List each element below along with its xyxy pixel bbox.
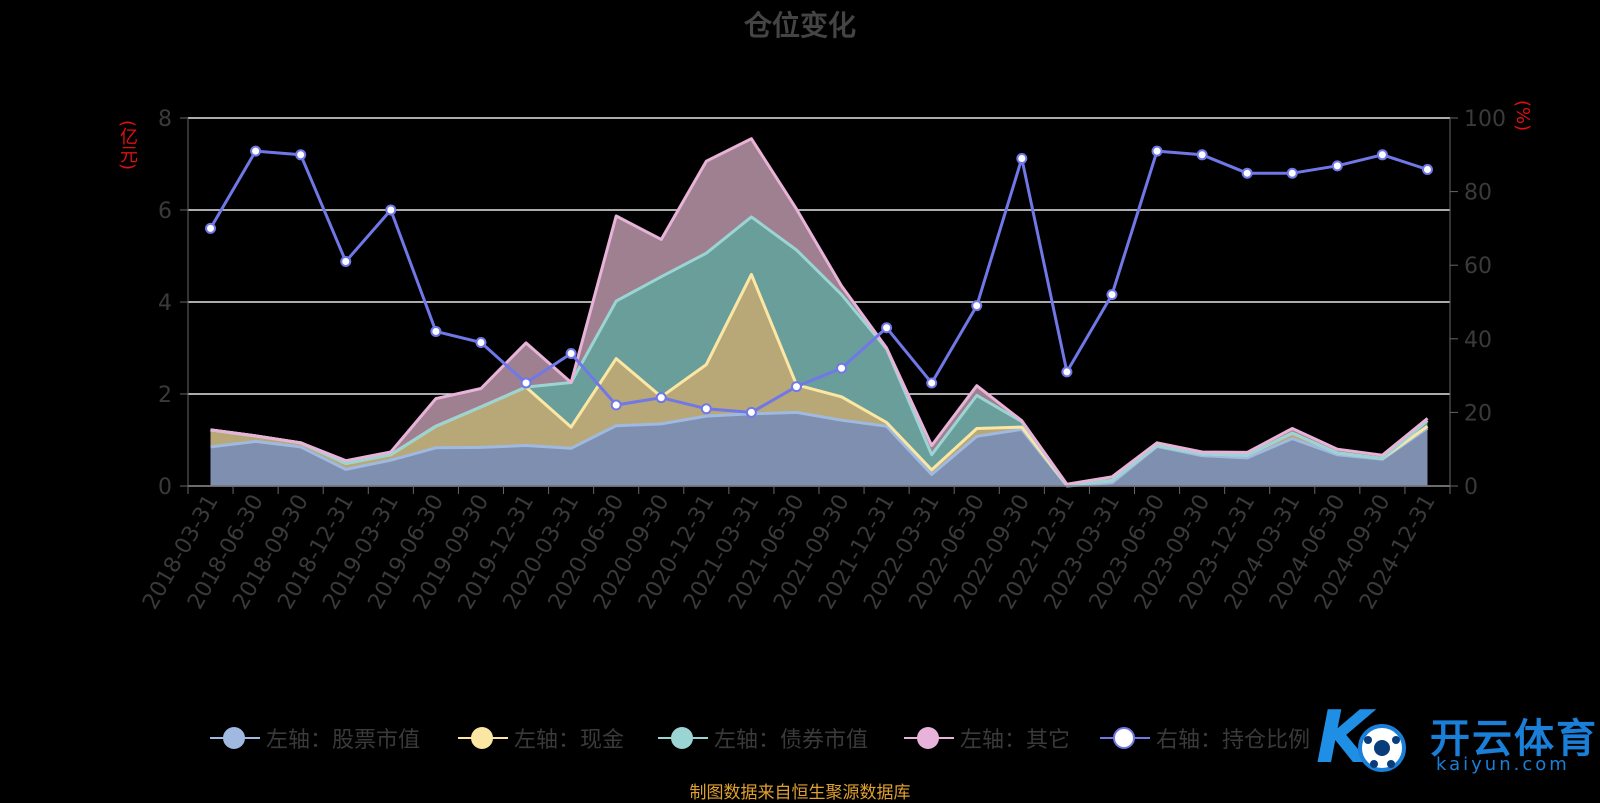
legend-item-other[interactable]: 左轴：其它 [904, 718, 1070, 758]
ratio-point [565, 348, 577, 360]
ratio-point [971, 300, 983, 312]
ratio-point [1151, 145, 1163, 157]
watermark-subtext: kaiyun.com [1436, 754, 1570, 775]
legend-label-ratio: 右轴：持仓比例 [1156, 728, 1311, 753]
ratio-point [1331, 160, 1343, 172]
ratio-point [745, 406, 757, 418]
data-source-note: 制图数据来自恒生聚源数据库 [689, 783, 911, 803]
y-right-tick-label: 100 [1464, 107, 1506, 132]
ratio-point [1196, 149, 1208, 161]
legend: 左轴：股票市值 左轴：现金 左轴：债券市值 左轴：其它 右轴：持仓比例 [0, 718, 1600, 758]
legend-item-cash[interactable]: 左轴：现金 [458, 718, 624, 758]
ratio-point [1241, 167, 1253, 179]
y-right-tick-label: 0 [1464, 475, 1478, 500]
legend-item-stock[interactable]: 左轴：股票市值 [210, 718, 420, 758]
ratio-line [209, 149, 1428, 414]
y-left-tick-label: 0 [158, 475, 172, 500]
y-left-tick-label: 8 [158, 107, 172, 132]
soccer-ball-logo-icon: K [1316, 695, 1406, 779]
legend-symbol-ratio [1100, 723, 1150, 753]
ratio-point [1286, 167, 1298, 179]
ratio-point [1061, 366, 1073, 378]
y-right-tick-label: 40 [1464, 328, 1492, 353]
legend-symbol-other [904, 723, 954, 753]
ratio-point [926, 377, 938, 389]
right-axis-unit: (%) [1512, 100, 1533, 132]
ratio-point [520, 377, 532, 389]
ratio-point [1106, 289, 1118, 301]
ratio-point [655, 392, 667, 404]
watermark-logo: K 开云体育 kaiyun.com [1312, 695, 1596, 780]
ratio-point [385, 204, 397, 216]
area-line-2 [210, 215, 1429, 487]
legend-symbol-stock [210, 723, 260, 753]
area-line-0 [210, 410, 1429, 488]
legend-label-bond: 左轴：债券市值 [714, 728, 869, 753]
ratio-point [250, 145, 262, 157]
ratio-point [1421, 164, 1433, 176]
ratio-point [836, 362, 848, 374]
y-right-tick-label: 80 [1464, 181, 1492, 206]
ratio-point [475, 336, 487, 348]
y-left-tick-label: 6 [158, 199, 172, 224]
ratio-point [295, 149, 307, 161]
ratio-point [700, 403, 712, 415]
y-right-tick-label: 20 [1464, 401, 1492, 426]
chart-title: 仓位变化 [743, 9, 856, 42]
legend-label-cash: 左轴：现金 [514, 728, 625, 753]
y-left-tick-label: 4 [158, 291, 172, 316]
legend-label-other: 左轴：其它 [960, 728, 1071, 753]
ratio-point [340, 256, 352, 268]
ratio-point [790, 381, 802, 393]
ratio-point [881, 322, 893, 334]
watermark-text: 开云体育 [1430, 716, 1598, 762]
ratio-point [430, 325, 442, 337]
legend-symbol-bond [658, 723, 708, 753]
y-right-tick-label: 60 [1464, 254, 1492, 279]
left-axis-unit: (亿元) [117, 120, 138, 171]
legend-item-bond[interactable]: 左轴：债券市值 [658, 718, 868, 758]
area-0 [210, 412, 1428, 486]
legend-symbol-cash [458, 723, 508, 753]
ratio-point [610, 399, 622, 411]
ratio-point [205, 222, 217, 234]
area-line-3 [210, 137, 1429, 486]
ratio-point [1376, 149, 1388, 161]
y-left-tick-label: 2 [158, 383, 172, 408]
legend-label-stock: 左轴：股票市值 [266, 728, 421, 753]
ratio-point [1016, 152, 1028, 164]
legend-item-ratio[interactable]: 右轴：持仓比例 [1100, 718, 1310, 758]
area-1 [210, 274, 1428, 486]
